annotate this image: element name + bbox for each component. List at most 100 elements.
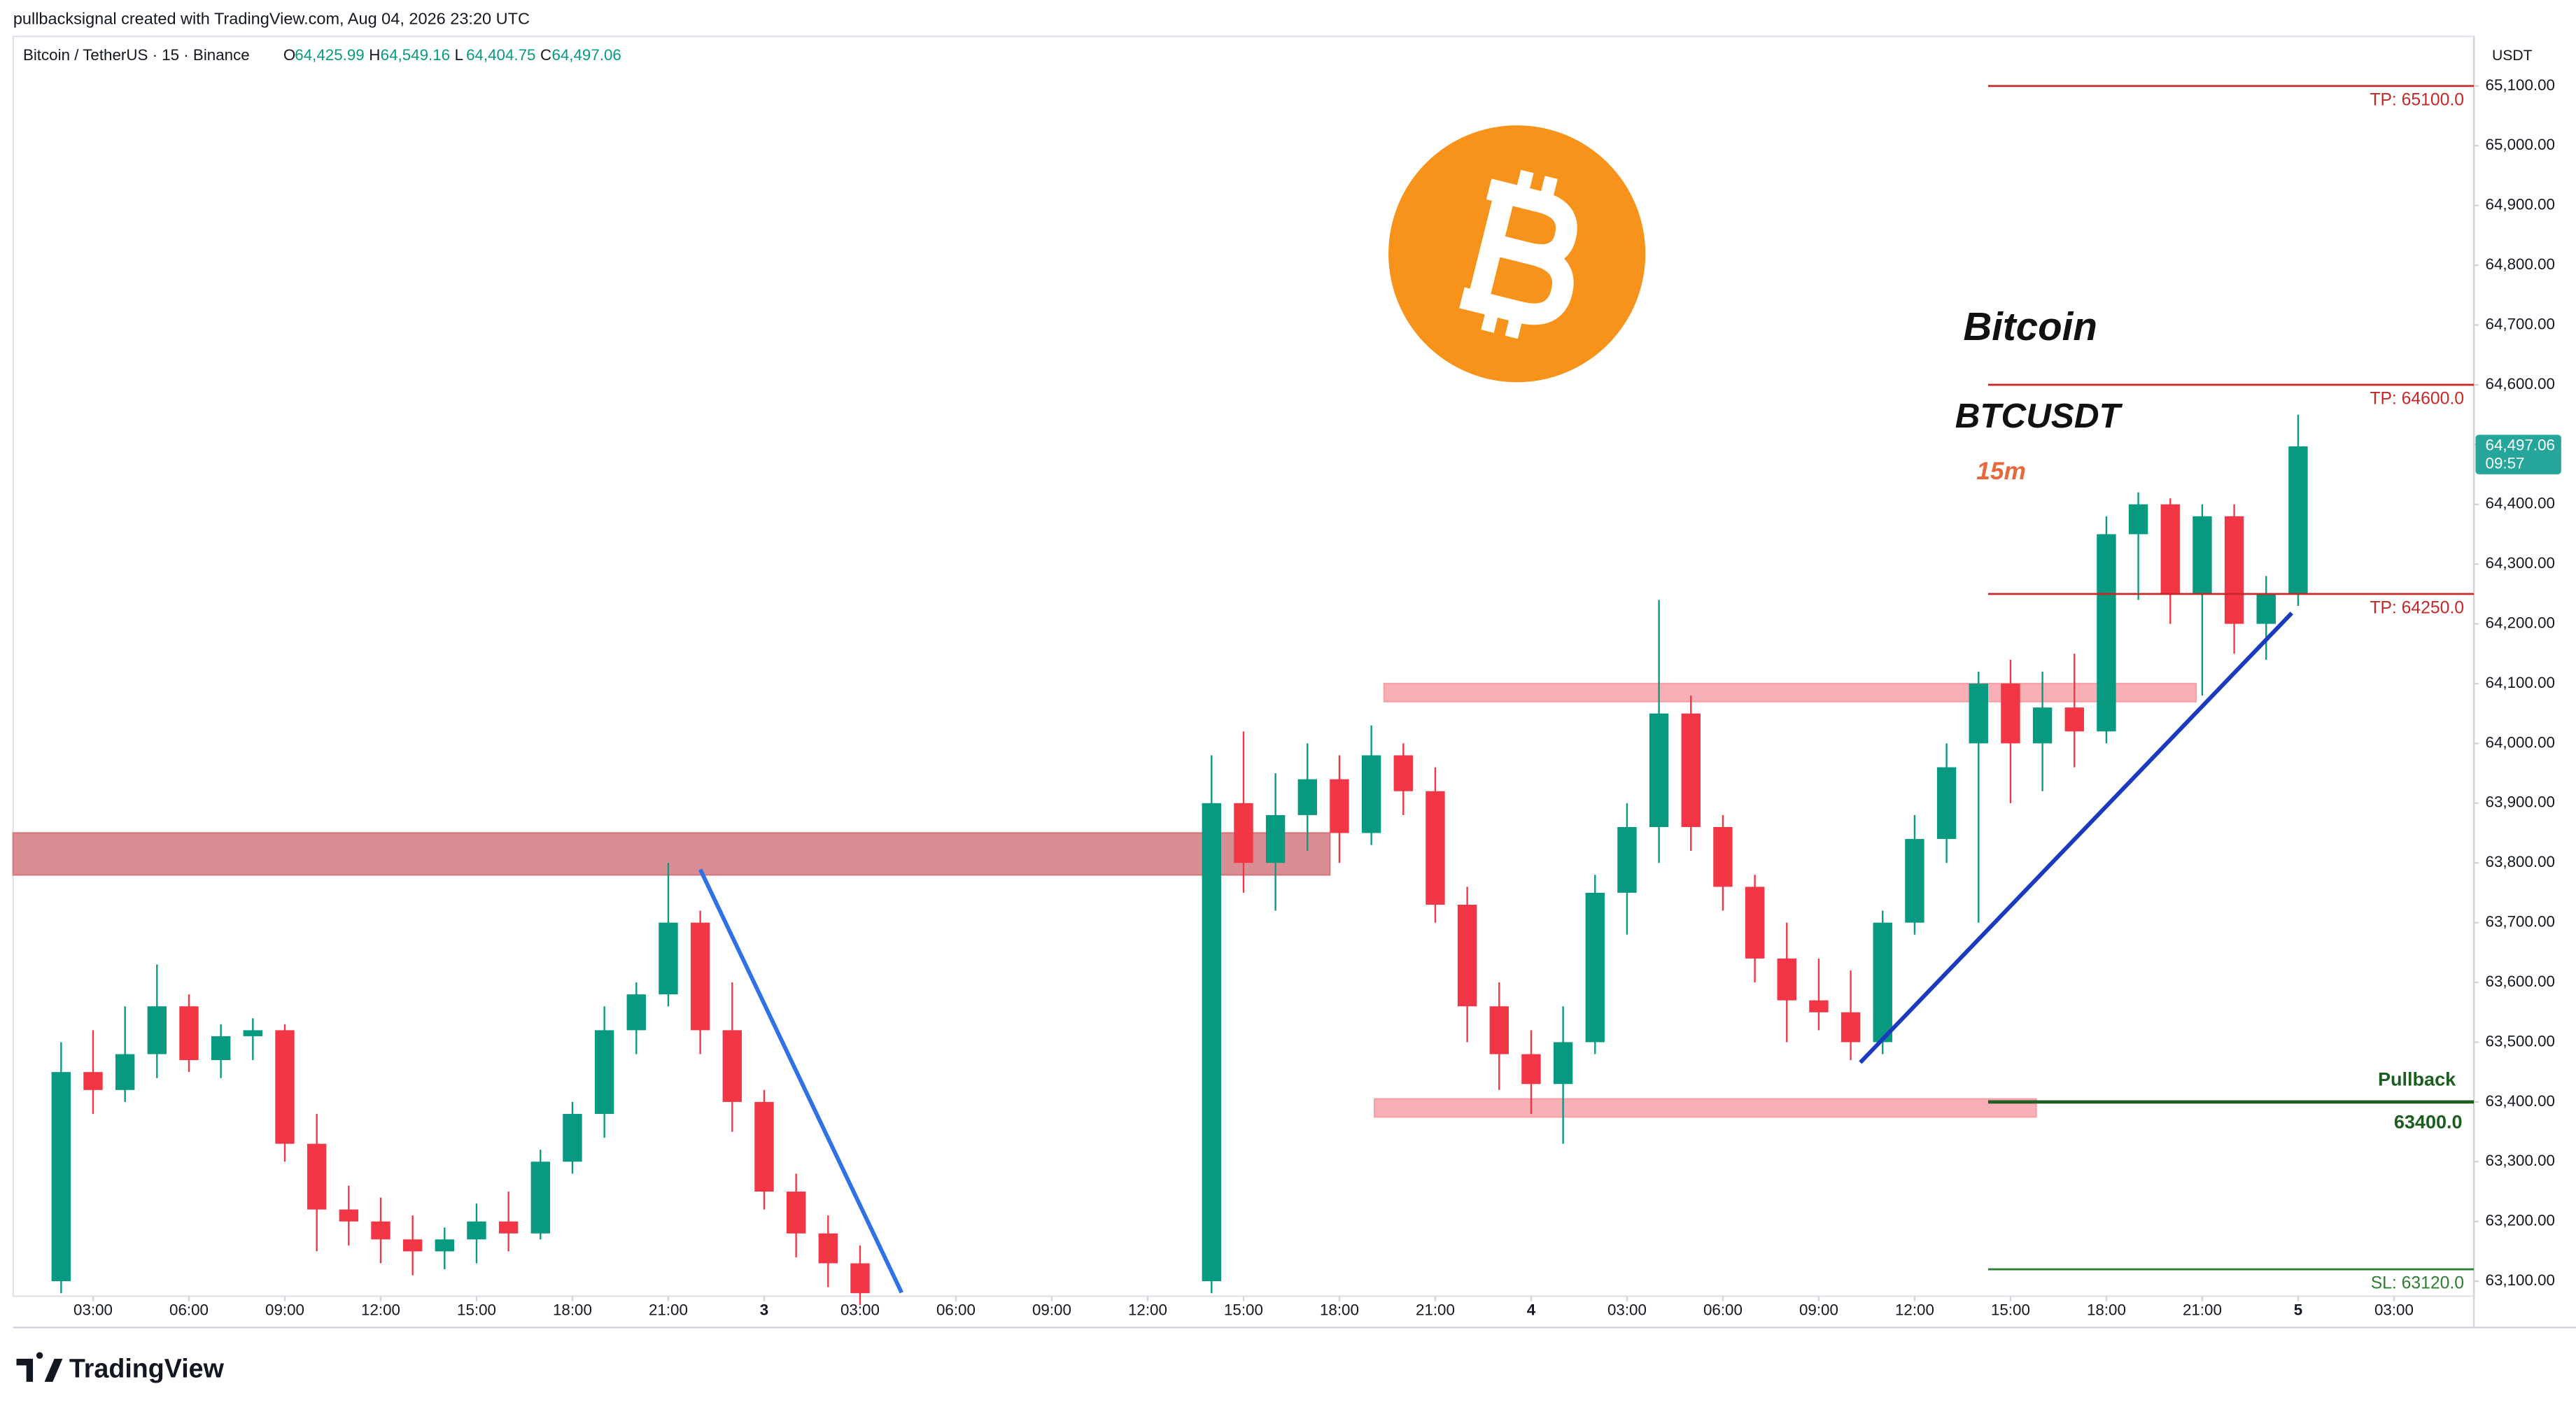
ohlc-label: C	[540, 46, 551, 64]
candle-body	[2288, 446, 2308, 594]
candle-body	[1681, 713, 1701, 827]
footer-logo: TradingView	[16, 1352, 225, 1383]
x-tick-label: 12:00	[1895, 1301, 1934, 1319]
annotation: BTCUSDT	[1955, 397, 2123, 435]
y-tick-label: 64,700.00	[2486, 315, 2555, 332]
candle-body	[2064, 707, 2084, 732]
x-tick-label: 15:00	[457, 1301, 496, 1319]
candle-body	[2224, 516, 2244, 624]
candle-body	[690, 922, 710, 1031]
attribution: pullbacksignal created with TradingView.…	[13, 10, 530, 28]
x-tick-label: 3	[760, 1301, 768, 1319]
candle-body	[818, 1233, 838, 1264]
candle-body	[2256, 593, 2276, 624]
candle-body	[1617, 826, 1637, 893]
y-tick-label: 64,100.00	[2486, 674, 2555, 691]
level-sublabel: 63400.0	[2394, 1112, 2463, 1133]
candle-body	[563, 1113, 582, 1162]
candle-body	[1969, 683, 1988, 744]
candle-body	[659, 922, 678, 995]
ohlc-value: 64,549.16	[381, 46, 450, 64]
x-tick-label: 5	[2294, 1301, 2302, 1319]
y-tick-label: 63,400.00	[2486, 1092, 2555, 1110]
annotation: 15m	[1976, 458, 2026, 485]
candle-body	[530, 1162, 551, 1234]
x-tick-label: 06:00	[936, 1301, 976, 1319]
x-tick-label: 12:00	[361, 1301, 400, 1319]
candle-body	[402, 1239, 423, 1252]
trend-line	[1859, 612, 2293, 1064]
candle-body	[1713, 826, 1733, 887]
candle-body	[467, 1221, 486, 1240]
candle-body	[1393, 755, 1413, 791]
candle-body	[594, 1030, 614, 1114]
y-tick-label: 63,300.00	[2486, 1152, 2555, 1169]
candle-body	[243, 1030, 263, 1036]
brand: TradingView	[69, 1353, 225, 1383]
candle-body	[115, 1054, 135, 1090]
y-tick-label: 63,100.00	[2486, 1271, 2555, 1289]
candle-body	[1809, 1000, 1829, 1012]
candle-body	[1297, 779, 1317, 815]
x-tick-label: 09:00	[1032, 1301, 1071, 1319]
x-tick-label: 18:00	[2087, 1301, 2126, 1319]
annotation: Bitcoin	[1963, 304, 2097, 348]
y-tick-label: 64,600.00	[2486, 375, 2555, 393]
candle-body	[1521, 1054, 1541, 1085]
x-tick-label: 06:00	[1703, 1301, 1743, 1319]
ohlc-label: H	[369, 46, 380, 64]
candle-body	[498, 1221, 519, 1234]
candle-body	[371, 1221, 390, 1240]
x-tick-label: 12:00	[1128, 1301, 1167, 1319]
y-tick-label: 63,800.00	[2486, 853, 2555, 870]
candle-body	[275, 1030, 295, 1144]
price-tag	[2475, 435, 2561, 474]
level-label: TP: 64600.0	[2370, 390, 2464, 409]
ohlc-label: L	[455, 46, 463, 64]
y-tick-label: 64,800.00	[2486, 255, 2555, 273]
candle-body	[1905, 839, 1924, 923]
y-tick-label: 65,100.00	[2486, 76, 2555, 94]
candle-body	[1426, 791, 1445, 905]
candle-body	[1457, 905, 1477, 1007]
y-tick-label: 64,400.00	[2486, 495, 2555, 512]
candle-body	[147, 1006, 167, 1054]
candle-body	[626, 994, 647, 1031]
x-tick-label: 18:00	[553, 1301, 592, 1319]
candle-body	[722, 1030, 742, 1102]
x-tick-label: 03:00	[1607, 1301, 1647, 1319]
candle-body	[2160, 504, 2180, 594]
x-tick-label: 03:00	[73, 1301, 113, 1319]
y-tick-label: 63,700.00	[2486, 913, 2555, 931]
candle-body	[2128, 504, 2148, 535]
x-tick-label: 21:00	[1416, 1301, 1455, 1319]
tv-icon	[16, 1352, 63, 1382]
candle-body	[1585, 892, 1605, 1043]
level-label: TP: 64250.0	[2370, 599, 2464, 618]
level-label: Pullback	[2378, 1068, 2456, 1089]
ohlc-value: 64,497.06	[551, 46, 621, 64]
candle-body	[2001, 683, 2020, 744]
candle-body	[2193, 516, 2212, 594]
candle-body	[1553, 1042, 1573, 1085]
y-tick-label: 64,300.00	[2486, 554, 2555, 572]
trend-line	[698, 868, 903, 1294]
candle-body	[850, 1263, 870, 1294]
logo-glyph	[1459, 169, 1577, 339]
candle-body	[1234, 803, 1253, 863]
candle-body	[1649, 713, 1669, 827]
candle-body	[1489, 1006, 1509, 1054]
x-tick-label: 21:00	[649, 1301, 688, 1319]
candle-body	[1361, 755, 1381, 833]
candle-body	[307, 1143, 327, 1210]
zone	[1374, 1098, 2037, 1118]
currency: USDT	[2492, 48, 2533, 64]
y-tick-label: 63,200.00	[2486, 1212, 2555, 1229]
ohlc-value: 64,425.99	[295, 46, 364, 64]
x-tick-label: 21:00	[2183, 1301, 2222, 1319]
x-tick-label: 09:00	[1799, 1301, 1838, 1319]
x-tick-label: 06:00	[169, 1301, 209, 1319]
candle-body	[1330, 779, 1349, 833]
